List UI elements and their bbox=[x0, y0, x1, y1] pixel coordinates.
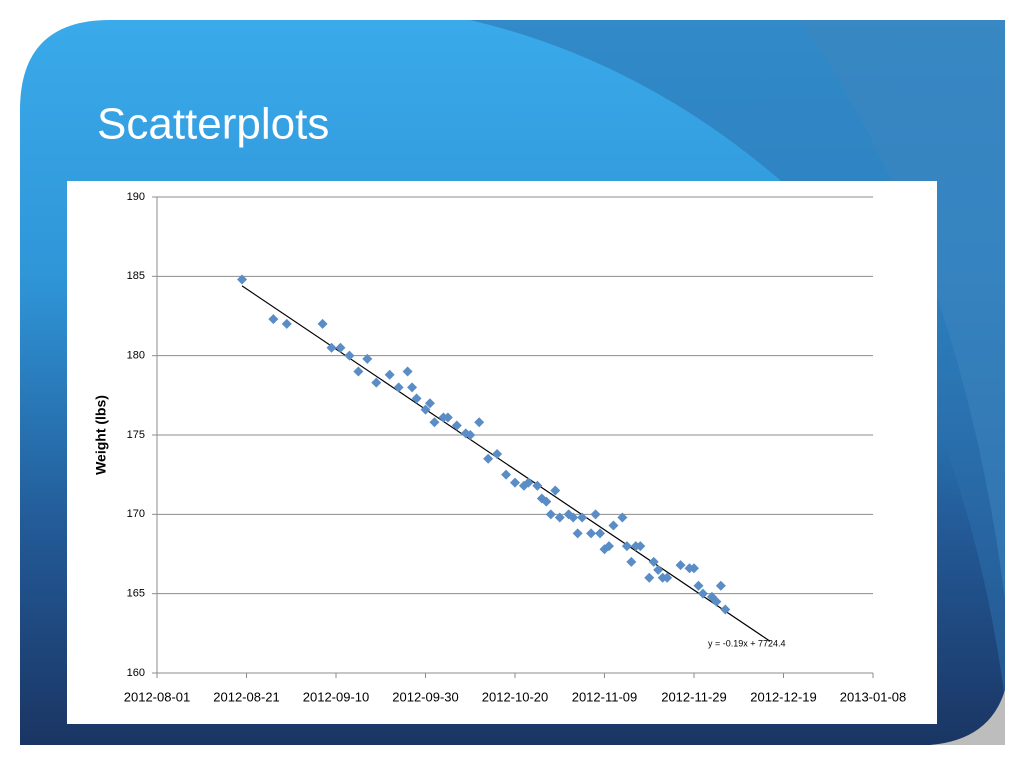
slide-title: Scatterplots bbox=[97, 100, 329, 149]
data-point bbox=[384, 369, 395, 380]
data-point bbox=[474, 417, 485, 428]
data-point bbox=[362, 353, 373, 364]
data-point bbox=[621, 541, 632, 552]
data-point bbox=[653, 564, 664, 575]
x-tick-label: 2012-09-10 bbox=[303, 689, 370, 704]
x-tick-label: 2012-12-19 bbox=[750, 689, 817, 704]
data-point bbox=[568, 512, 579, 523]
data-point bbox=[617, 512, 628, 523]
data-point bbox=[510, 477, 520, 488]
data-point bbox=[590, 509, 601, 520]
data-point bbox=[353, 366, 364, 377]
data-point bbox=[715, 580, 726, 591]
data-point bbox=[501, 469, 512, 480]
data-point bbox=[541, 496, 552, 507]
data-point bbox=[532, 480, 543, 491]
x-tick-label: 2012-08-01 bbox=[124, 689, 191, 704]
y-tick-label: 165 bbox=[127, 588, 145, 600]
data-point bbox=[523, 477, 534, 488]
data-point bbox=[326, 342, 337, 353]
y-tick-label: 175 bbox=[127, 429, 145, 441]
data-point bbox=[662, 572, 673, 583]
data-point bbox=[635, 541, 646, 552]
data-point bbox=[237, 274, 248, 285]
data-point bbox=[492, 449, 503, 460]
trendline bbox=[241, 285, 771, 642]
data-point bbox=[268, 314, 279, 325]
data-point bbox=[393, 382, 404, 393]
data-point bbox=[317, 318, 328, 329]
data-point bbox=[608, 520, 619, 531]
y-tick-label: 160 bbox=[127, 667, 145, 679]
x-tick-label: 2012-10-20 bbox=[482, 689, 549, 704]
data-point bbox=[442, 412, 453, 423]
data-point bbox=[577, 512, 588, 523]
data-point bbox=[586, 528, 597, 539]
x-tick-label: 2012-11-29 bbox=[661, 689, 727, 704]
data-point bbox=[675, 560, 686, 571]
data-point bbox=[371, 377, 382, 388]
data-point bbox=[626, 556, 637, 567]
data-point bbox=[720, 604, 731, 615]
data-point bbox=[424, 398, 435, 409]
data-point bbox=[411, 393, 422, 404]
data-point bbox=[572, 528, 583, 539]
data-point bbox=[554, 512, 565, 523]
data-point bbox=[429, 417, 440, 428]
data-point bbox=[344, 350, 355, 361]
data-point bbox=[545, 509, 556, 520]
data-point bbox=[407, 382, 418, 393]
data-point bbox=[402, 366, 413, 377]
data-point bbox=[644, 572, 655, 583]
data-point bbox=[689, 563, 699, 574]
data-point bbox=[420, 404, 431, 415]
data-point bbox=[697, 588, 708, 599]
data-point bbox=[648, 556, 659, 567]
x-tick-label: 2012-11-09 bbox=[572, 689, 638, 704]
data-point bbox=[451, 420, 462, 431]
data-point bbox=[595, 528, 606, 539]
trendline-equation: y = -0.19x + 7724.4 bbox=[708, 638, 786, 648]
y-tick-label: 190 bbox=[127, 191, 145, 203]
data-point bbox=[335, 342, 346, 353]
data-point bbox=[711, 596, 722, 607]
data-point bbox=[603, 541, 614, 552]
y-tick-label: 185 bbox=[127, 270, 145, 282]
y-tick-label: 180 bbox=[127, 350, 145, 362]
x-tick-label: 2012-08-21 bbox=[213, 689, 280, 704]
y-axis-label: Weight (lbs) bbox=[93, 395, 109, 475]
data-point bbox=[483, 453, 494, 464]
x-tick-label: 2012-09-30 bbox=[392, 689, 459, 704]
data-point bbox=[465, 430, 476, 440]
x-tick-label: 2013-01-08 bbox=[840, 689, 907, 704]
y-tick-label: 170 bbox=[127, 508, 145, 520]
data-point bbox=[550, 485, 561, 496]
data-point bbox=[693, 580, 704, 591]
data-point bbox=[281, 318, 292, 329]
